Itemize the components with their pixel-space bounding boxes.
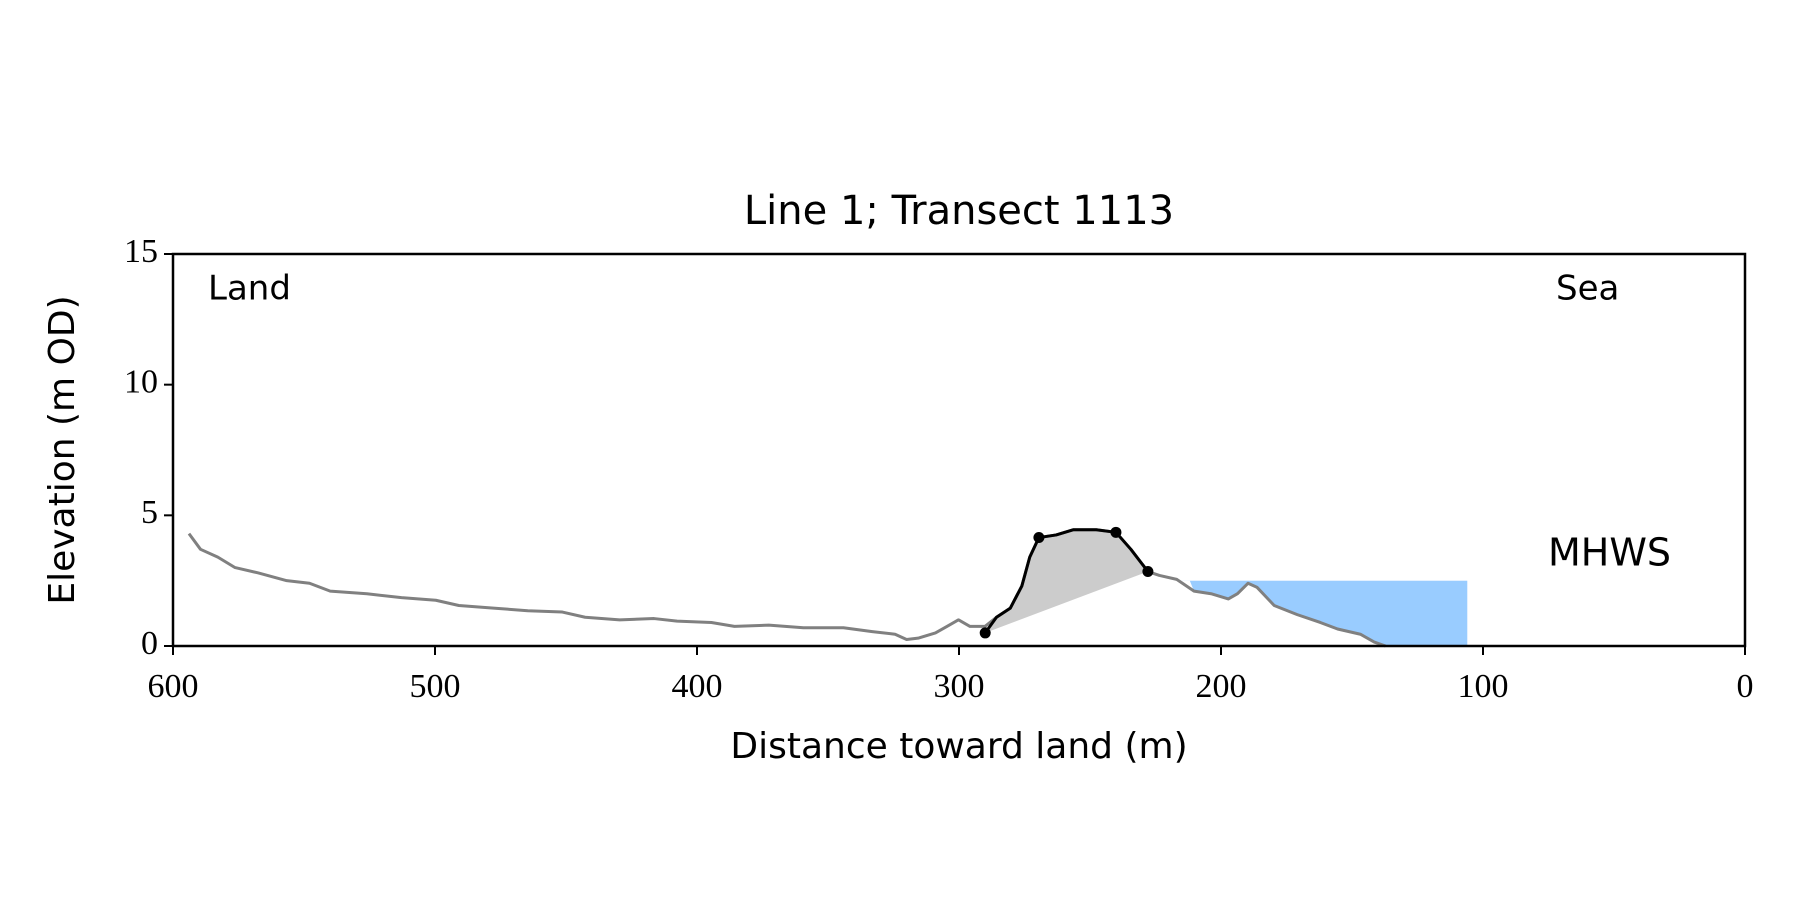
y-axis-label: Elevation (m OD) bbox=[42, 295, 83, 604]
x-tick-label: 100 bbox=[1458, 668, 1509, 705]
y-tick-label: 10 bbox=[124, 363, 158, 400]
dune-point bbox=[1142, 566, 1154, 578]
x-tick-label: 400 bbox=[672, 668, 723, 705]
y-tick-label: 15 bbox=[124, 233, 158, 270]
mhws-label: MHWS bbox=[1548, 531, 1671, 575]
plot-frame bbox=[171, 252, 1747, 648]
x-axis-label: Distance toward land (m) bbox=[730, 726, 1187, 767]
y-tick-label: 0 bbox=[141, 625, 158, 662]
profile-line bbox=[187, 528, 1387, 648]
sea-label: Sea bbox=[1556, 269, 1619, 309]
x-tick-label: 0 bbox=[1737, 668, 1754, 705]
x-tick-label: 500 bbox=[410, 668, 461, 705]
x-tick-label: 300 bbox=[934, 668, 985, 705]
dune-point bbox=[1110, 526, 1122, 538]
mhws-area bbox=[1181, 580, 1468, 646]
dune-area bbox=[985, 529, 1148, 633]
dune-point bbox=[1033, 532, 1045, 544]
dune-point bbox=[979, 627, 991, 639]
x-tick-label: 200 bbox=[1196, 668, 1247, 705]
x-tick-label: 600 bbox=[148, 668, 199, 705]
y-tick-label: 5 bbox=[141, 494, 158, 531]
chart-title: Line 1; Transect 1113 bbox=[744, 188, 1174, 234]
land-label: Land bbox=[208, 269, 291, 309]
